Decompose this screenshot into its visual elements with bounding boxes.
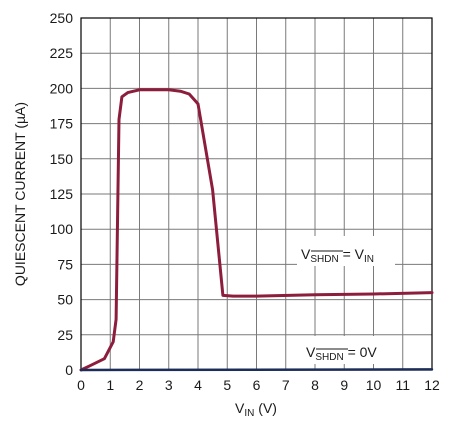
y-tick-label: 75 bbox=[57, 256, 73, 272]
x-axis-title: VIN (V) bbox=[235, 400, 277, 419]
data-series bbox=[79, 88, 434, 372]
x-tick-label: 12 bbox=[424, 377, 440, 393]
y-tick-label: 125 bbox=[50, 186, 74, 202]
y-tick-label: 25 bbox=[57, 327, 73, 343]
series-line-vshdn-vin bbox=[79, 88, 434, 372]
x-tick-label: 8 bbox=[311, 377, 319, 393]
y-tick-label: 200 bbox=[50, 80, 74, 96]
annotation-1-sub2: IN bbox=[364, 254, 374, 265]
annotation-1-rest: = V bbox=[339, 246, 365, 262]
x-tick-label: 4 bbox=[194, 377, 202, 393]
x-tick-label: 0 bbox=[77, 377, 85, 393]
annotation-2-main: V bbox=[306, 344, 316, 360]
y-tick-label: 50 bbox=[57, 292, 73, 308]
annotation-2-sub: SHDN bbox=[315, 352, 343, 363]
x-tick-label: 7 bbox=[282, 377, 290, 393]
x-tick-label: 1 bbox=[106, 377, 114, 393]
x-tick-label: 9 bbox=[340, 377, 348, 393]
x-axis-title-unit: (V) bbox=[254, 400, 277, 416]
y-tick-label: 175 bbox=[50, 116, 74, 132]
y-axis-title: QUIESCENT CURRENT (µA) bbox=[12, 102, 28, 286]
x-tick-label: 2 bbox=[136, 377, 144, 393]
annotation-2-rest: = 0V bbox=[344, 344, 378, 360]
x-axis-title-main: V bbox=[235, 400, 245, 416]
x-tick-label: 10 bbox=[366, 377, 382, 393]
y-tick-label: 0 bbox=[65, 362, 73, 378]
x-tick-label: 11 bbox=[395, 377, 410, 393]
annotation-vshdn-vin: VSHDN = VIN bbox=[301, 246, 374, 265]
x-tick-label: 3 bbox=[165, 377, 173, 393]
annotation-1-main: V bbox=[301, 246, 311, 262]
annotation-1-sub: SHDN bbox=[310, 254, 338, 265]
grid-lines bbox=[81, 18, 432, 370]
annotation-2-background bbox=[302, 336, 398, 364]
x-tick-label: 6 bbox=[253, 377, 261, 393]
y-tick-label: 150 bbox=[50, 151, 74, 167]
tick-labels: 0 1 2 3 4 5 6 7 8 9 10 11 12025507510012515017520022… bbox=[50, 10, 440, 393]
series-line-vshdn-0v bbox=[79, 368, 434, 372]
annotation-vshdn-0v: VSHDN = 0V bbox=[306, 344, 377, 363]
y-tick-label: 225 bbox=[50, 45, 74, 61]
y-tick-label: 100 bbox=[50, 221, 74, 237]
y-tick-label: 250 bbox=[50, 10, 74, 26]
x-axis-title-sub: IN bbox=[244, 408, 254, 419]
x-tick-label: 5 bbox=[223, 377, 231, 393]
